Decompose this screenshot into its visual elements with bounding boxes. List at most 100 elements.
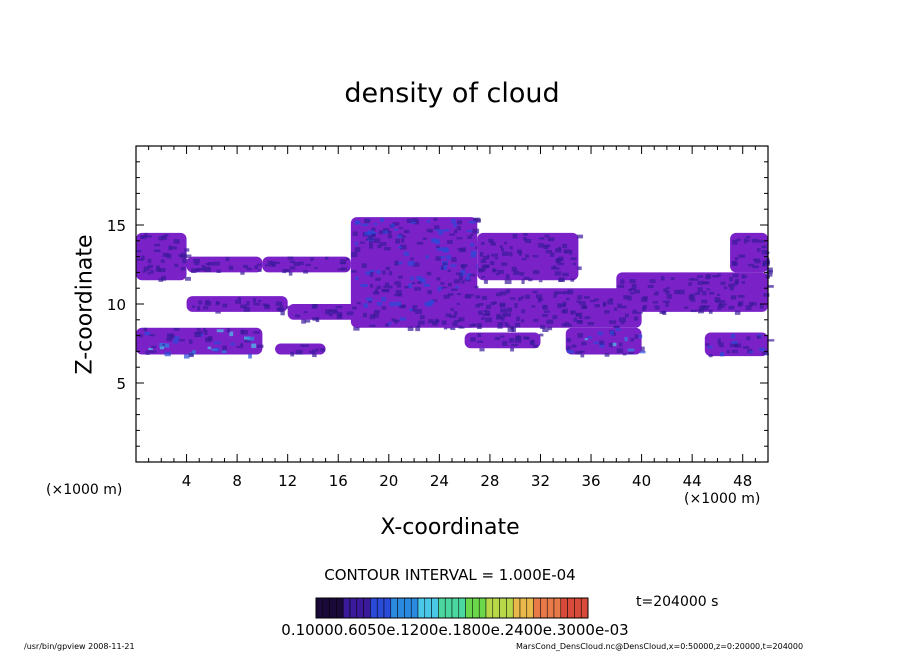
density-cell — [401, 238, 405, 243]
density-cell — [457, 293, 462, 296]
y-tick-label: 5 — [116, 375, 126, 393]
density-cell — [576, 234, 584, 239]
density-cell — [525, 254, 529, 258]
density-cell — [203, 266, 211, 270]
density-cell — [140, 236, 145, 239]
density-cell — [353, 327, 360, 331]
density-cell — [604, 310, 610, 314]
density-cell — [620, 321, 625, 325]
density-cell — [516, 336, 522, 340]
density-cell — [143, 266, 150, 272]
axis-ticks — [136, 146, 768, 462]
density-cell — [443, 294, 450, 299]
density-cell — [337, 268, 345, 271]
density-cell — [312, 317, 319, 320]
density-cell — [445, 313, 452, 317]
density-cell — [708, 354, 713, 358]
density-cell — [505, 274, 510, 280]
density-cell — [654, 307, 660, 310]
density-cell — [495, 273, 500, 276]
cloud-mark — [186, 296, 288, 312]
density-cell — [575, 313, 581, 317]
density-cell — [141, 255, 145, 260]
density-cell — [707, 345, 713, 349]
density-cell — [396, 285, 402, 288]
density-cell — [752, 265, 759, 269]
density-cell — [361, 223, 369, 227]
density-cell — [149, 350, 157, 353]
density-cell — [215, 311, 221, 314]
density-cell — [497, 324, 503, 329]
cloud-region — [275, 343, 326, 358]
density-cell — [562, 301, 567, 307]
density-cell — [562, 243, 568, 249]
density-cell — [216, 301, 220, 304]
density-cell — [147, 264, 154, 269]
density-cell — [168, 245, 172, 251]
density-cell — [737, 294, 745, 298]
density-cell — [174, 263, 179, 268]
density-cell — [204, 268, 211, 273]
density-cell — [597, 331, 603, 336]
density-cell — [369, 240, 373, 245]
density-cell — [715, 299, 719, 303]
density-cell — [513, 270, 520, 276]
density-cell — [665, 302, 669, 307]
density-cell — [381, 297, 386, 302]
density-cell — [144, 331, 151, 336]
density-cell — [479, 348, 485, 352]
density-cell — [354, 247, 361, 252]
density-cell — [742, 346, 749, 349]
footer-left: /usr/bin/gpview 2008-11-21 — [24, 642, 135, 651]
density-cell — [142, 270, 147, 273]
density-cell — [417, 320, 425, 325]
density-cell — [602, 302, 606, 307]
density-cell — [458, 325, 463, 329]
density-cell — [552, 265, 557, 269]
density-cell — [364, 218, 371, 224]
density-cell — [674, 289, 680, 295]
density-cell — [506, 307, 512, 312]
density-cell — [532, 344, 539, 348]
density-cell — [373, 291, 380, 295]
density-cell — [446, 240, 453, 244]
density-cell — [369, 271, 374, 277]
density-cell — [531, 305, 536, 308]
colorbar-cell — [383, 597, 392, 619]
density-cell — [368, 243, 374, 249]
density-cell — [236, 345, 243, 349]
density-cell — [308, 350, 313, 354]
density-cell — [587, 336, 593, 339]
density-cell — [494, 257, 499, 260]
density-cell — [575, 351, 582, 355]
density-cell — [172, 339, 179, 344]
density-cell — [374, 309, 380, 314]
density-cell — [743, 275, 748, 278]
density-cell — [159, 342, 166, 348]
density-cell — [207, 336, 213, 341]
density-cell — [466, 273, 471, 277]
density-cell — [332, 310, 339, 314]
density-cell — [461, 280, 465, 284]
density-cell — [544, 244, 551, 248]
density-cell — [136, 249, 142, 253]
density-cell — [426, 228, 433, 232]
density-cell — [500, 335, 505, 338]
density-cell — [542, 327, 549, 333]
density-cell — [143, 327, 148, 332]
density-cell — [756, 335, 761, 339]
density-cell — [294, 314, 301, 318]
cloud-region — [287, 304, 367, 324]
density-cell — [467, 235, 473, 239]
density-cell — [254, 265, 259, 270]
density-cell — [251, 343, 257, 348]
density-cell — [442, 262, 448, 266]
density-cell — [747, 263, 754, 267]
density-cell — [438, 229, 444, 235]
density-cell — [538, 243, 544, 248]
density-cell — [654, 305, 660, 308]
density-cell — [490, 242, 496, 246]
density-cell — [734, 280, 738, 286]
density-cell — [365, 271, 371, 276]
density-cell — [629, 291, 635, 295]
